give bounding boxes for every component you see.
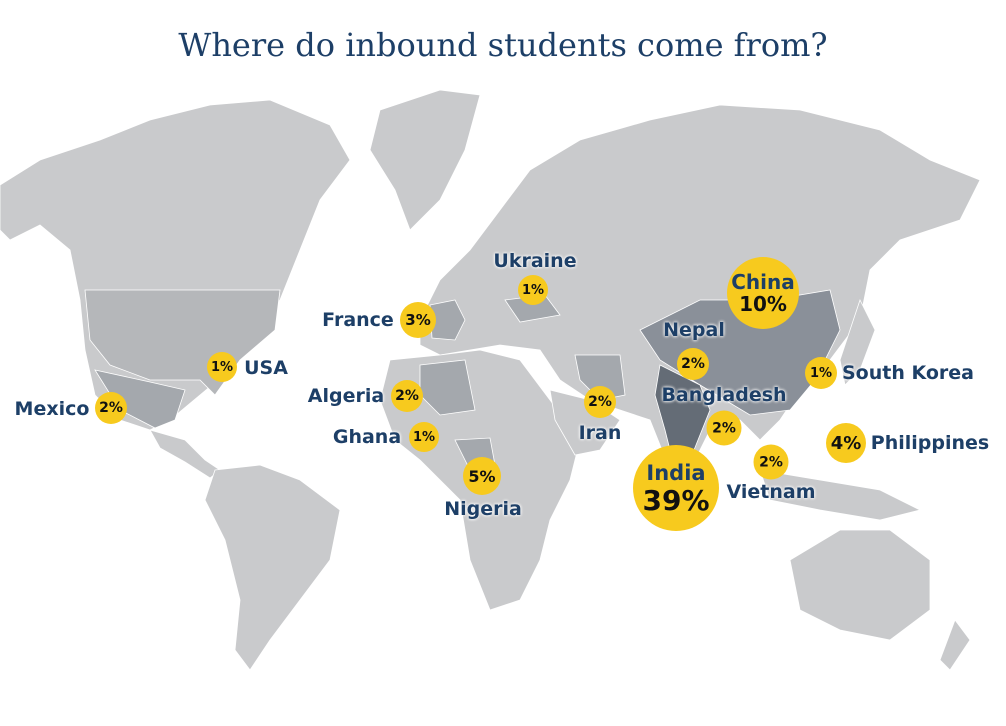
- value-text: 10%: [739, 292, 787, 316]
- australia: [789, 529, 931, 641]
- central-america: [149, 429, 221, 479]
- country-china[interactable]: China 10%: [727, 257, 799, 329]
- country-india[interactable]: India 39%: [633, 445, 719, 531]
- new-zealand: [939, 619, 971, 671]
- value-bubble: 2%: [753, 444, 789, 480]
- france-shape: [429, 299, 466, 341]
- japan: [839, 298, 876, 386]
- value-bubble: 1%: [409, 422, 439, 452]
- country-label: Nigeria: [444, 498, 522, 520]
- country-label: USA: [244, 357, 288, 379]
- south-america: [204, 464, 341, 671]
- country-label: France: [322, 309, 394, 331]
- country-label: Iran: [578, 422, 622, 444]
- value-bubble: 3%: [400, 302, 436, 338]
- value-bubble: 1%: [805, 357, 837, 389]
- country-label: China: [731, 270, 795, 294]
- value-bubble: 5%: [463, 457, 501, 495]
- value-bubble: 4%: [826, 423, 866, 463]
- value-bubble: 2%: [584, 386, 616, 418]
- country-label: South Korea: [841, 362, 975, 384]
- country-label: Philippines: [870, 432, 990, 454]
- country-label: India: [646, 461, 706, 485]
- value-bubble: 1%: [518, 275, 548, 305]
- greenland: [369, 89, 481, 231]
- value-bubble: 2%: [706, 410, 742, 446]
- north-america: [0, 99, 351, 431]
- country-label: Ghana: [332, 426, 402, 448]
- country-label: Ukraine: [493, 250, 577, 272]
- country-label: Algeria: [307, 385, 385, 407]
- country-label: Bangladesh: [661, 384, 787, 406]
- value-bubble: 2%: [95, 392, 127, 424]
- country-label: Mexico: [14, 398, 90, 420]
- page-title: Where do inbound students come from?: [178, 26, 828, 64]
- value-bubble: 2%: [391, 380, 423, 412]
- country-label: Vietnam: [726, 481, 816, 503]
- value-bubble: 1%: [207, 352, 237, 382]
- value-bubble: 2%: [677, 348, 709, 380]
- se-asia-islands: [759, 469, 922, 521]
- country-label: Nepal: [663, 319, 725, 341]
- value-text: 39%: [642, 484, 710, 517]
